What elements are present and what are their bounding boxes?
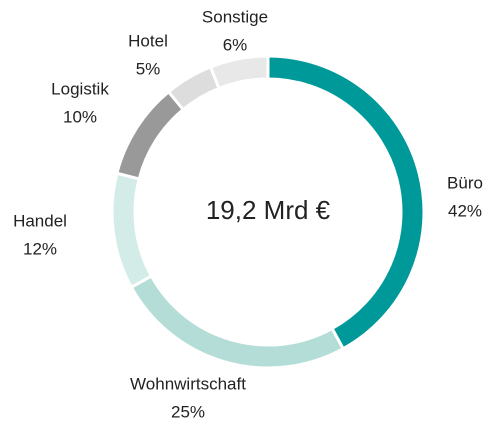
value-label: 6%	[223, 35, 248, 54]
value-label: 5%	[136, 59, 161, 78]
value-label: 10%	[63, 107, 97, 126]
category-label: Handel	[13, 211, 67, 230]
donut-segment	[110, 171, 154, 290]
category-label: Hotel	[128, 31, 168, 50]
donut-segment	[129, 274, 346, 370]
donut-segment	[115, 89, 186, 181]
value-label: 25%	[171, 402, 205, 421]
donut-segment	[166, 65, 221, 112]
donut-segment	[208, 54, 270, 91]
value-label: 12%	[23, 239, 57, 258]
category-label: Logistik	[51, 79, 109, 98]
category-label: Sonstige	[202, 7, 268, 26]
category-label: Büro	[447, 173, 483, 192]
center-label: 19,2 Mrd €	[206, 195, 331, 225]
value-label: 42%	[448, 201, 482, 220]
category-label: Wohnwirtschaft	[130, 374, 246, 393]
